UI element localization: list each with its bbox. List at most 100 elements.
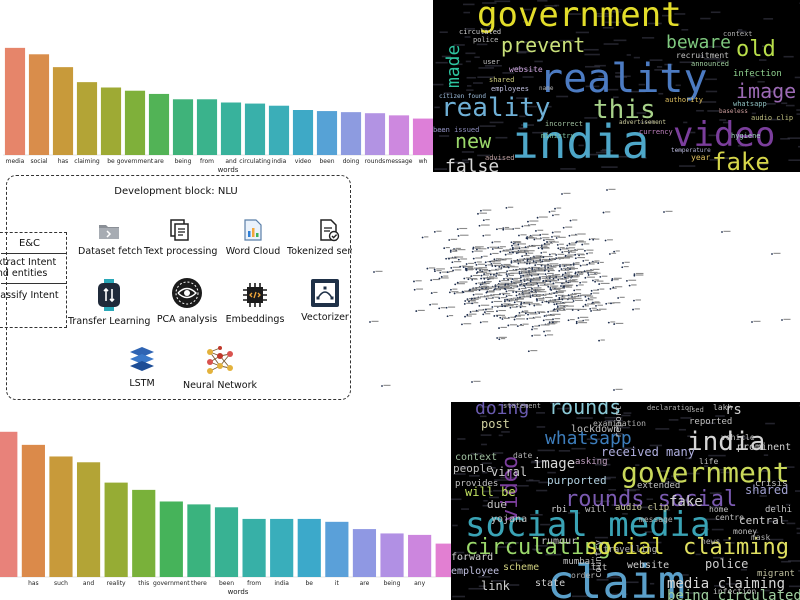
scatter-point xyxy=(583,269,594,273)
bottom-cloud-word: link xyxy=(481,579,511,593)
bottom-cloud-word: circulating xyxy=(465,535,611,560)
bottom-cloud-filler-mark xyxy=(479,406,492,408)
bottom-cloud-filler-mark xyxy=(685,457,692,460)
top-cloud-filler-mark xyxy=(522,76,534,78)
bottom-chart-tick-label: such xyxy=(54,580,68,587)
bottom-cloud-word: central xyxy=(739,514,785,527)
scatter-point xyxy=(497,285,509,288)
bottom-cloud-filler-mark xyxy=(568,512,581,514)
scatter-point xyxy=(464,299,476,302)
scatter-point xyxy=(471,302,479,305)
top-cloud-filler-mark xyxy=(554,4,560,7)
bottom-cloud-filler-mark xyxy=(481,462,492,465)
top-chart-tick-label: social xyxy=(30,158,47,165)
top-cloud-word: whatsapp xyxy=(733,100,767,108)
scatter-point xyxy=(548,257,556,261)
scatter-point xyxy=(373,270,383,273)
scatter-point xyxy=(536,299,545,302)
word-frequency-chart-bottom: has such and reality this government there been… xyxy=(0,402,451,600)
top-cloud-filler-mark xyxy=(439,31,448,34)
top-cloud-filler-mark xyxy=(716,60,726,63)
bottom-cloud-filler-mark xyxy=(453,473,466,475)
scatter-point xyxy=(496,336,507,339)
bottom-cloud-filler-mark xyxy=(681,574,689,576)
top-cloud-filler-mark xyxy=(433,83,444,86)
bottom-cloud-word: being circulated xyxy=(667,588,800,600)
scatter-point xyxy=(602,211,611,214)
bottom-chart-tick-label: being xyxy=(384,580,401,587)
scatter-point xyxy=(562,273,570,276)
scatter-point xyxy=(575,284,584,287)
scatter-point xyxy=(587,271,598,274)
bottom-cloud-filler-mark xyxy=(624,488,640,491)
scatter-point xyxy=(477,212,487,215)
bottom-cloud-word: declaration xyxy=(647,404,693,412)
bottom-cloud-word: state xyxy=(535,578,565,589)
scatter-point xyxy=(448,257,458,260)
scatter-point xyxy=(480,209,492,212)
tool-word-cloud-label: Word Cloud xyxy=(225,246,281,257)
scatter-point xyxy=(539,233,549,236)
scatter-point xyxy=(471,250,483,253)
top-cloud-word: incorrect xyxy=(545,120,583,128)
top-chart-tick-label: are xyxy=(154,158,164,165)
bottom-cloud-word: due xyxy=(487,498,507,511)
tool-pca-analysis-label: PCA analysis xyxy=(156,314,218,325)
tool-text-processing: Text processing xyxy=(144,218,217,257)
bottom-cloud-filler-mark xyxy=(763,454,769,456)
top-cloud-filler-mark xyxy=(564,13,582,15)
scatter-point xyxy=(510,280,521,283)
scatter-point xyxy=(495,228,504,231)
top-cloud-filler-mark xyxy=(483,28,488,30)
bottom-cloud-filler-mark xyxy=(661,481,677,484)
scatter-point xyxy=(611,279,619,282)
top-cloud-word: this xyxy=(593,95,656,125)
bottom-cloud-filler-mark xyxy=(604,416,623,419)
scatter-point xyxy=(563,285,573,288)
bottom-cloud-filler-mark xyxy=(678,428,686,431)
bottom-cloud-word: tit xyxy=(591,563,607,573)
top-cloud-filler-mark xyxy=(656,66,663,68)
scatter-point xyxy=(495,272,508,275)
top-cloud-filler-mark xyxy=(594,64,606,67)
scatter-point xyxy=(579,264,587,267)
bottom-cloud-filler-mark xyxy=(612,433,624,435)
scatter-point xyxy=(471,278,478,281)
scatter-point xyxy=(496,314,506,317)
scatter-point xyxy=(552,277,562,280)
top-chart-bar xyxy=(100,87,122,155)
top-cloud-filler-mark xyxy=(476,43,488,46)
top-cloud-word: employees xyxy=(491,85,529,93)
scatter-point xyxy=(540,251,547,254)
top-cloud-word: year xyxy=(691,153,710,162)
top-cloud-word: audio clip xyxy=(751,114,793,122)
development-block-border xyxy=(6,175,351,400)
top-cloud-filler-mark xyxy=(560,168,576,170)
top-cloud-filler-mark xyxy=(546,41,558,44)
scatter-point xyxy=(498,326,507,329)
scatter-point xyxy=(556,309,566,312)
top-cloud-filler-mark xyxy=(544,5,557,7)
scatter-point xyxy=(574,257,586,260)
scatter-point xyxy=(478,289,490,292)
bottom-cloud-filler-mark xyxy=(492,579,507,582)
top-chart-bar xyxy=(244,103,266,155)
scatter-point xyxy=(506,274,514,277)
top-chart-tick-label: message xyxy=(386,158,413,165)
scatter-point xyxy=(491,305,502,308)
bottom-cloud-filler-mark xyxy=(498,434,503,437)
scatter-point xyxy=(504,253,513,256)
top-cloud-filler-mark xyxy=(672,23,680,25)
scatter-point xyxy=(604,239,613,242)
bottom-cloud-filler-mark xyxy=(469,475,480,477)
scatter-point xyxy=(531,267,541,270)
bottom-chart-tick-label: government xyxy=(153,580,190,587)
scatter-point xyxy=(502,293,511,296)
top-cloud-filler-mark xyxy=(477,154,491,157)
bottom-cloud-filler-mark xyxy=(759,495,767,497)
top-cloud-filler-mark xyxy=(605,21,621,24)
bottom-cloud-filler-mark xyxy=(596,579,609,581)
tool-vectorizer-label: Vectorizer xyxy=(301,312,349,323)
top-cloud-filler-mark xyxy=(616,155,630,158)
scatter-point xyxy=(586,252,594,255)
